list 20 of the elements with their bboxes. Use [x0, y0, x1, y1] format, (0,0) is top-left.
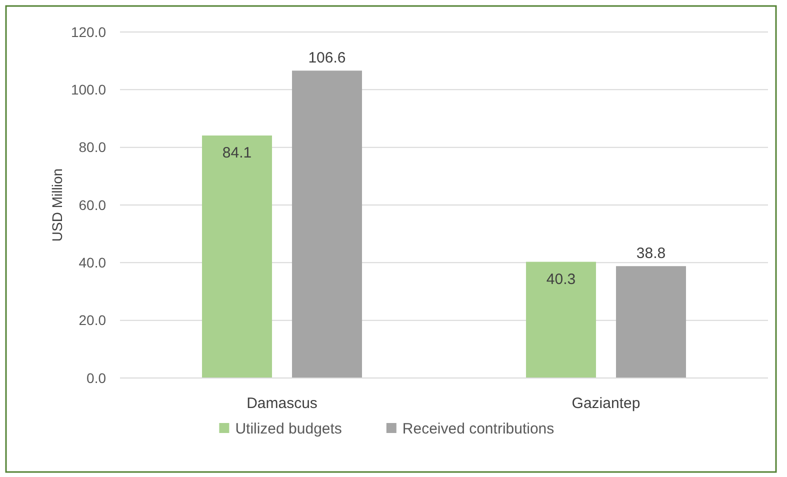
y-tick-label: 0.0 [86, 370, 106, 386]
y-tick-label: 20.0 [78, 312, 106, 328]
data-label: 40.3 [546, 270, 576, 288]
x-tick-label: Gaziantep [572, 395, 640, 412]
bar [202, 136, 272, 378]
bar [616, 266, 686, 378]
data-label: 106.6 [308, 50, 346, 67]
x-tick-label: Damascus [246, 395, 318, 412]
y-tick-label: 40.0 [78, 254, 106, 271]
y-tick-label: 120.0 [70, 24, 106, 40]
data-label: 38.8 [636, 245, 666, 262]
legend-label: Received contributions [402, 420, 554, 438]
legend-label: Utilized budgets [235, 420, 342, 438]
y-tick-label: 100.0 [70, 82, 106, 98]
bar [526, 262, 596, 378]
y-tick-label: 60.0 [78, 196, 106, 213]
data-label: 84.1 [222, 144, 252, 162]
bar [292, 70, 362, 378]
y-axis-title: USD Million [49, 168, 65, 242]
y-tick-label: 80.0 [78, 139, 106, 156]
